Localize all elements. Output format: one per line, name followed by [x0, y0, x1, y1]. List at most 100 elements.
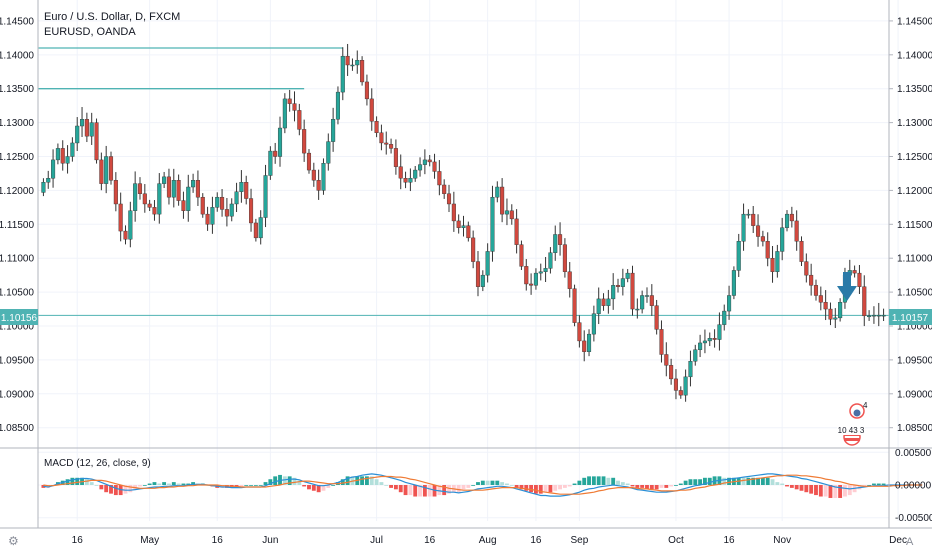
macd-histogram-bar — [688, 479, 693, 485]
candle-body — [162, 176, 167, 184]
candle-body — [577, 322, 582, 342]
economic-events-icon[interactable]: 10 43 3 — [837, 425, 865, 446]
candle-body — [297, 110, 302, 130]
price-tick-label-left: 1.14000 — [0, 50, 34, 61]
macd-histogram-bar — [601, 476, 606, 485]
candle-body — [108, 156, 114, 181]
macd-histogram-bar — [384, 485, 389, 486]
macd-histogram-bar — [640, 485, 645, 488]
event-badge-icon[interactable]: 4 — [849, 401, 868, 419]
candle-body — [215, 196, 220, 208]
candle-body — [553, 234, 558, 253]
candle-body — [113, 180, 118, 205]
candle-body — [128, 210, 133, 240]
candle-body — [133, 183, 138, 211]
candle-body — [784, 213, 790, 228]
candle-body — [780, 227, 785, 252]
candle-body — [538, 271, 543, 274]
candle-body — [249, 198, 254, 224]
candle-body — [828, 308, 833, 320]
candle-body — [722, 310, 727, 325]
macd-histogram-bar — [533, 485, 538, 494]
candle-body — [770, 258, 775, 272]
price-tick-label-left: 1.10500 — [0, 288, 34, 299]
candle-body — [60, 148, 65, 164]
auto-scale-button[interactable]: A — [906, 536, 914, 548]
macd-histogram-bar — [760, 477, 765, 485]
candle-body — [461, 225, 466, 228]
macd-histogram-bar — [253, 485, 258, 486]
macd-histogram-bar — [331, 485, 336, 486]
macd-histogram-bar — [422, 485, 427, 497]
price-tick-label-right: 1.08500 — [897, 423, 932, 434]
macd-histogram-bar — [408, 485, 413, 496]
candle-body — [683, 376, 688, 396]
macd-histogram-bar — [698, 479, 703, 485]
macd-histogram-bar — [577, 480, 582, 485]
candle-body — [673, 378, 678, 391]
macd-histogram-bar — [113, 485, 118, 496]
candle-body — [625, 272, 630, 279]
macd-histogram-bar — [258, 485, 263, 486]
price-tick-label-left: 1.13000 — [0, 118, 34, 129]
candle-body — [582, 340, 587, 352]
price-tick-label-right: 1.13000 — [897, 118, 932, 129]
price-tick-label-left: 1.11500 — [0, 220, 34, 231]
macd-histogram-bar — [307, 485, 311, 490]
macd-histogram-bar — [292, 477, 297, 485]
candle-body — [857, 272, 862, 287]
settings-gear-icon[interactable]: ⚙ — [8, 534, 19, 548]
candle-body — [813, 285, 819, 296]
price-tick-label-left: 1.09500 — [0, 355, 34, 366]
macd-histogram-bar — [413, 485, 418, 497]
price-tick-label-left: 1.12500 — [0, 152, 34, 163]
candle-body — [659, 329, 664, 355]
price-tick-label-right: 1.09500 — [897, 355, 932, 366]
macd-histogram-bar — [524, 485, 529, 491]
time-tick-label: 16 — [72, 535, 84, 546]
candle-body — [422, 159, 427, 165]
candle-body — [277, 127, 283, 157]
candle-body — [166, 176, 171, 198]
candle-body — [606, 298, 611, 306]
macd-tick-label: -0.00500 — [895, 513, 932, 524]
macd-histogram-bar — [664, 485, 669, 488]
macd-histogram-bar — [509, 485, 514, 486]
macd-histogram-bar — [109, 485, 113, 494]
candle-body — [55, 148, 60, 161]
candle-body — [364, 81, 369, 100]
macd-histogram-bar — [587, 476, 591, 485]
candle-body — [649, 295, 654, 306]
candles[interactable] — [41, 43, 886, 402]
macd-histogram-bar — [572, 483, 577, 485]
macd-tick-label: 0.00500 — [895, 448, 932, 459]
price-tick-label-left: 1.13500 — [0, 84, 34, 95]
macd-histogram-bar — [84, 479, 89, 485]
macd-histogram-bar — [702, 477, 707, 485]
macd-histogram-bar — [514, 485, 519, 488]
macd-histogram-bar — [620, 482, 625, 485]
macd-histogram-bar — [659, 485, 664, 488]
price-tick-label-right: 1.14000 — [897, 50, 932, 61]
candle-body — [195, 180, 200, 198]
candle-body — [244, 182, 249, 199]
macd-histogram-bar — [427, 485, 432, 497]
candle-body — [70, 142, 75, 157]
candle-body — [442, 184, 447, 194]
macd-histogram-bar — [89, 482, 94, 485]
macd-histogram-bar — [669, 485, 674, 487]
candle-body — [630, 272, 635, 310]
candle-body — [51, 159, 56, 179]
last-price-left-text: 1.10156 — [1, 313, 38, 324]
macd-histogram-bar — [785, 485, 789, 487]
candle-body — [118, 203, 123, 232]
macd-pane[interactable] — [41, 473, 923, 498]
resistance-lines[interactable] — [0, 47, 932, 316]
candle-body — [220, 196, 225, 210]
last-price-tag-right: 1.10157 — [889, 309, 932, 325]
candle-body — [669, 365, 674, 380]
macd-histogram-bar — [340, 479, 345, 485]
macd-histogram-bar — [316, 485, 321, 493]
